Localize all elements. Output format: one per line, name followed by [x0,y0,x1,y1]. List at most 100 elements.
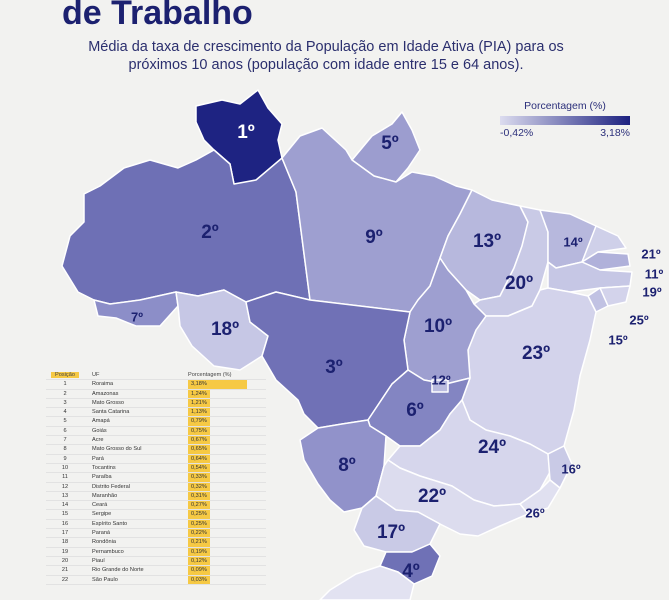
rank-cell: 5 [63,418,67,425]
percent-cell: 0,31% [188,491,266,501]
legend-min: -0,42% [500,127,534,139]
percent-text: 0,54% [188,463,210,473]
state-shape [93,291,179,327]
rank-label: 5º [381,133,399,154]
rank-label: 1º [237,122,255,143]
rank-cell: 19 [61,548,69,555]
percent-cell: 0,65% [188,445,266,454]
rank-label: 17º [377,522,405,543]
rank-label: 2º [201,222,219,243]
header-cell: UF [92,372,100,378]
legend-ends: -0,42% 3,18% [500,127,630,139]
rank-cell: 3 [63,399,67,406]
percent-text: 0,22% [188,529,210,538]
percent-text: 0,21% [188,538,210,547]
state-cell: Rondônia [92,539,116,546]
percent-cell: 0,67% [188,436,266,445]
state-cell: Pernambuco [92,548,124,555]
percent-text: 1,13% [188,408,210,417]
rank-cell: 20 [61,557,69,564]
rank-label: 14º [563,234,582,249]
table-row: 5 Amapá 0,79% [46,417,266,427]
percent-cell: 0,27% [188,501,266,510]
state-shape [581,225,627,263]
rank-label: 11º [645,266,664,281]
percent-cell: 0,75% [188,426,266,436]
percent-cell: 3,18% [188,380,266,389]
percent-cell: 0,54% [188,463,266,473]
rank-cell: 15 [61,511,69,518]
rank-label: 20º [505,273,533,294]
state-shape [61,149,311,305]
state-cell: Rio Grande do Norte [92,567,144,574]
table-row: 2 Amazonas 1,24% [46,389,266,399]
rank-label: 21º [641,246,660,261]
rank-label: 4º [402,561,420,582]
rank-cell: 1 [63,381,67,388]
legend-title: Porcentagem (%) [524,100,606,112]
state-shape [319,565,415,600]
table-row: 19 Pernambuco 0,19% [46,547,266,557]
state-cell: Roraima [92,381,114,388]
rank-cell: 12 [61,483,69,490]
rank-cell: 18 [61,539,69,546]
percent-cell: 0,09% [188,566,266,575]
rank-cell: 7 [63,437,67,444]
percent-text: 0,33% [188,473,210,482]
state-cell: Tocantins [92,464,116,471]
state-cell: Amazonas [92,390,119,397]
percent-cell: 0,32% [188,482,266,491]
percent-text: 0,67% [188,436,210,445]
percent-cell: 0,19% [188,547,266,556]
state-cell: Mato Grosso do Sul [92,446,142,453]
state-cell: Espírito Santo [92,520,128,527]
percent-text: 1,21% [188,398,210,408]
table-row: 7 Acre 0,67% [46,436,266,446]
table-row: 4 Santa Catarina 1,13% [46,408,266,418]
state-cell: Goiás [92,427,107,434]
state-cell: Ceará [92,502,108,509]
table-row: 22 São Paulo 0,03% [46,575,266,585]
state-shape [431,379,449,393]
legend-gradient [500,116,630,125]
percent-text: 0,12% [188,556,210,566]
rank-cell: 14 [61,502,69,509]
percent-text: 0,32% [188,482,210,491]
percent-text: 0,09% [188,566,210,575]
legend-max: 3,18% [600,127,630,139]
percent-text: 0,25% [188,510,210,519]
table-header: Posição UF Porcentagem (%) [46,371,266,381]
rank-label: 7º [131,309,143,324]
rank-cell: 4 [63,409,67,416]
state-cell: Santa Catarina [92,409,130,416]
percent-text: 1,24% [188,389,210,398]
table-row: 1 Roraima 3,18% [46,380,266,390]
state-cell: Amapá [92,418,110,425]
table-row: 21 Rio Grande do Norte 0,09% [46,566,266,576]
table-row: 10 Tocantins 0,54% [46,463,266,474]
table-row: 14 Ceará 0,27% [46,501,266,511]
table-row: 6 Goiás 0,75% [46,426,266,437]
percent-cell: 0,03% [188,575,266,584]
title: de Trabalho [62,0,253,32]
percent-cell: 0,33% [188,473,266,482]
rank-label: 24º [478,437,506,458]
percent-text: 0,31% [188,491,210,501]
state-cell: Paraná [92,530,111,537]
table-row: 16 Espírito Santo 0,25% [46,519,266,530]
rank-cell: 9 [63,455,67,462]
percent-text: 3,18% [188,380,247,389]
percent-cell: 0,12% [188,556,266,566]
rank-label: 15º [608,332,627,347]
rank-cell: 10 [61,464,69,471]
rank-cell: 13 [61,492,69,499]
rank-cell: 16 [61,520,69,527]
header-cell: Porcentagem (%) [188,372,232,378]
rank-label: 26º [525,505,544,520]
table-row: 20 Piauí 0,12% [46,556,266,567]
state-cell: Paraíba [92,474,112,481]
rank-label: 13º [473,231,501,252]
state-cell: Acre [92,437,104,444]
percent-cell: 0,79% [188,417,266,426]
